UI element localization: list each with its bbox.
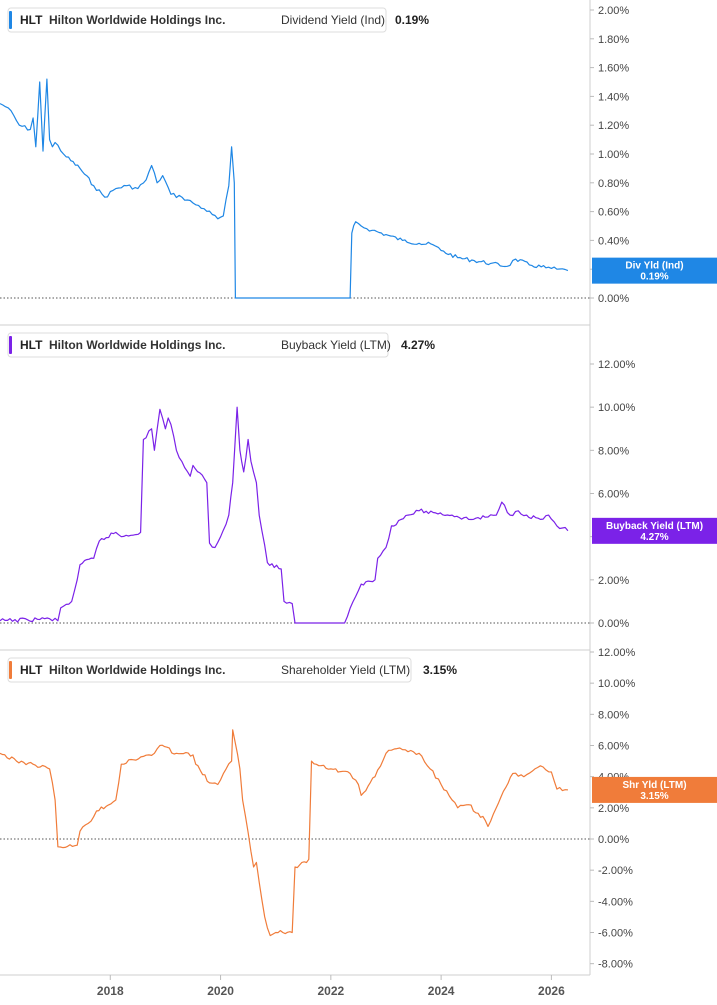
y-tick-label: 1.20%: [598, 120, 629, 132]
value-badge: Shr Yld (LTM)3.15%: [592, 776, 717, 803]
chart-panel-1: 0.00%0.20%0.40%0.60%0.80%1.00%1.20%1.40%…: [0, 5, 717, 305]
y-tick-label: 6.00%: [598, 489, 629, 501]
x-tick-label: 2022: [317, 984, 344, 998]
y-tick-label: 1.40%: [598, 91, 629, 103]
series-line-1: [0, 78, 569, 299]
y-tick-label: 0.40%: [598, 235, 629, 247]
legend-color-marker: [9, 336, 12, 354]
legend: HLT Hilton Worldwide Holdings Inc. Shareho…: [7, 657, 457, 683]
series-line-2: [0, 406, 569, 624]
legend-company: Hilton Worldwide Holdings Inc.: [49, 13, 225, 27]
value-badge: Buyback Yield (LTM)4.27%: [592, 517, 717, 544]
y-tick-label: 6.00%: [598, 741, 629, 753]
legend-box: [7, 332, 389, 358]
legend-last-value: 4.27%: [401, 338, 435, 352]
legend-company: Hilton Worldwide Holdings Inc.: [49, 663, 225, 677]
y-tick-label: 2.00%: [598, 803, 629, 815]
legend-color-marker: [9, 11, 12, 29]
legend-last-value: 3.15%: [423, 663, 457, 677]
x-axis: 2018 2020 2022 2024 2026: [97, 975, 565, 998]
y-tick-label: 1.00%: [598, 149, 629, 161]
legend-box: [7, 7, 387, 33]
x-tick-label: 2026: [538, 984, 565, 998]
y-tick-label: 12.00%: [598, 647, 636, 659]
y-tick-label: -8.00%: [598, 959, 633, 971]
value-badge-label: Buyback Yield (LTM): [606, 521, 703, 532]
series-line-3: [0, 729, 568, 937]
chart-panel-2: 0.00%2.00%4.00%6.00%8.00%10.00%12.00%HLT…: [0, 324, 717, 630]
y-tick-label: 0.00%: [598, 618, 629, 630]
y-tick-label: 8.00%: [598, 709, 629, 721]
x-tick-label: 2020: [207, 984, 234, 998]
y-tick-label: 10.00%: [598, 402, 636, 414]
legend: HLT Hilton Worldwide Holdings Inc. Dividen…: [7, 7, 429, 33]
chart-panel-3: -8.00%-6.00%-4.00%-2.00%0.00%2.00%4.00%6…: [0, 647, 717, 971]
y-tick-label: -4.00%: [598, 896, 633, 908]
y-tick-label: -6.00%: [598, 928, 633, 940]
value-badge-bg: [592, 776, 717, 803]
x-tick-label: 2018: [97, 984, 124, 998]
y-tick-label: 12.00%: [598, 359, 636, 371]
value-badge-value: 3.15%: [640, 791, 668, 802]
value-badge-bg: [592, 517, 717, 544]
y-tick-label: 10.00%: [598, 678, 636, 690]
value-badge-label: Div Yld (Ind): [625, 261, 683, 272]
legend-metric: Buyback Yield (LTM): [281, 338, 391, 352]
value-badge: Div Yld (Ind)0.19%: [592, 257, 717, 284]
legend-box: [7, 657, 412, 683]
y-tick-label: 0.00%: [598, 293, 629, 305]
legend: HLT Hilton Worldwide Holdings Inc. Buyback…: [7, 332, 435, 358]
value-badge-bg: [592, 257, 717, 284]
legend-ticker: HLT: [20, 13, 43, 27]
legend-metric: Dividend Yield (Ind): [281, 13, 385, 27]
legend-last-value: 0.19%: [395, 13, 429, 27]
value-badge-value: 0.19%: [640, 272, 668, 283]
legend-metric: Shareholder Yield (LTM): [281, 663, 410, 677]
y-tick-label: 0.60%: [598, 207, 629, 219]
legend-company: Hilton Worldwide Holdings Inc.: [49, 338, 225, 352]
y-tick-label: 8.00%: [598, 445, 629, 457]
y-tick-label: 0.80%: [598, 178, 629, 190]
legend-ticker: HLT: [20, 338, 43, 352]
value-badge-value: 4.27%: [640, 532, 668, 543]
y-tick-label: 2.00%: [598, 575, 629, 587]
value-badge-label: Shr Yld (LTM): [622, 780, 686, 791]
y-tick-label: 1.60%: [598, 63, 629, 75]
y-tick-label: 1.80%: [598, 34, 629, 46]
legend-color-marker: [9, 661, 12, 679]
y-tick-label: -2.00%: [598, 865, 633, 877]
y-tick-label: 2.00%: [598, 5, 629, 17]
x-tick-label: 2024: [428, 984, 455, 998]
legend-ticker: HLT: [20, 663, 43, 677]
y-tick-label: 0.00%: [598, 834, 629, 846]
